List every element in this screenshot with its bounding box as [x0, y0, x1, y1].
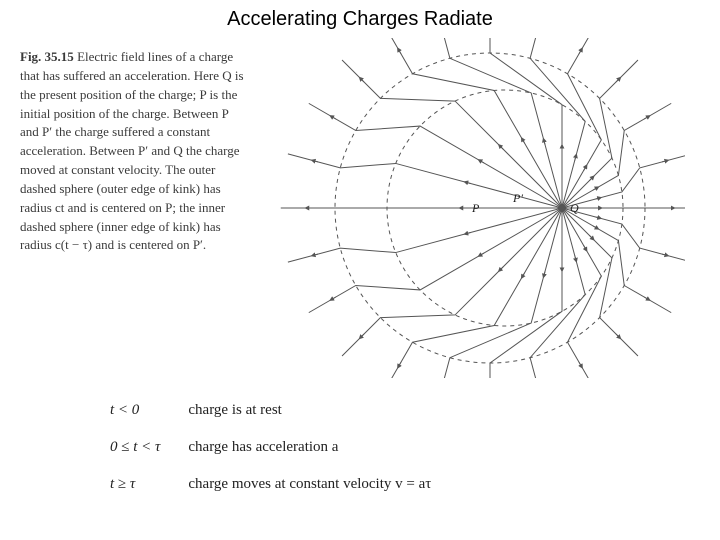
condition-desc: charge moves at constant velocity v = aτ — [188, 466, 459, 503]
condition-range: t ≥ τ — [110, 466, 188, 503]
figure-label: Fig. 35.15 — [20, 49, 74, 64]
condition-desc: charge is at rest — [188, 392, 459, 429]
svg-text:P: P — [471, 201, 480, 215]
svg-text:P′: P′ — [512, 191, 523, 205]
condition-range: t < 0 — [110, 392, 188, 429]
field-line-diagram: Q P′ P — [265, 38, 685, 378]
condition-row: t ≥ τcharge moves at constant velocity v… — [110, 466, 459, 503]
time-conditions: t < 0charge is at rest0 ≤ t < τcharge ha… — [110, 392, 459, 503]
condition-row: 0 ≤ t < τcharge has acceleration a — [110, 429, 459, 466]
page-title: Accelerating Charges Radiate — [0, 8, 720, 31]
condition-desc: charge has acceleration a — [188, 429, 459, 466]
condition-row: t < 0charge is at rest — [110, 392, 459, 429]
figure-caption: Fig. 35.15 Electric field lines of a cha… — [20, 48, 250, 255]
condition-range: 0 ≤ t < τ — [110, 429, 188, 466]
caption-text: Electric field lines of a charge that ha… — [20, 49, 244, 252]
svg-text:Q: Q — [570, 201, 579, 215]
